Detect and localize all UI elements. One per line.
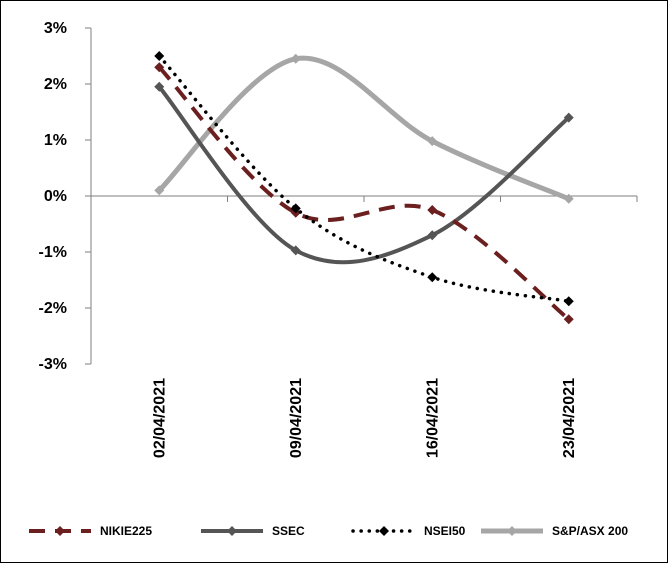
data-point-marker — [563, 112, 574, 123]
legend-item: NIKIE225 — [29, 524, 152, 538]
series-layer — [154, 51, 574, 325]
data-point-marker — [563, 193, 574, 204]
axes: 3% 2% 1% 0% -1% -2% -3% 02/04/2021 09/04/2021 16/… — [39, 20, 638, 458]
data-point-marker — [427, 272, 438, 283]
x-tick-label: 16/04/2021 — [424, 378, 441, 458]
data-point-marker — [290, 245, 301, 256]
data-point-marker — [290, 53, 301, 64]
legend-label: NIKIE225 — [100, 524, 152, 538]
y-tick-label: -1% — [39, 244, 67, 261]
y-tick-label: 2% — [44, 76, 67, 93]
legend-marker — [227, 526, 237, 536]
series-2 — [154, 51, 574, 307]
legend-label: S&P/ASX 200 — [552, 524, 628, 538]
x-tick-label: 09/04/2021 — [288, 378, 305, 458]
data-point-marker — [154, 81, 165, 92]
data-point-marker — [427, 230, 438, 241]
legend-marker — [507, 526, 517, 536]
data-point-marker — [154, 185, 165, 196]
y-tick-label: 1% — [44, 132, 67, 149]
legend-label: NSEI50 — [424, 524, 466, 538]
data-point-marker — [563, 314, 574, 325]
legend-marker — [379, 526, 389, 536]
data-point-marker — [563, 296, 574, 307]
y-tick-label: 3% — [44, 20, 67, 37]
data-point-marker — [154, 51, 165, 61]
series-line — [157, 65, 571, 321]
series-line — [157, 54, 571, 304]
legend-item: NSEI50 — [351, 524, 466, 538]
data-point-marker — [290, 203, 301, 214]
x-tick-label: 23/04/2021 — [561, 378, 578, 458]
y-tick-label: 0% — [44, 188, 67, 205]
series-0 — [154, 62, 574, 325]
series-line — [157, 85, 571, 265]
legend-marker — [55, 526, 65, 536]
x-tick-label: 02/04/2021 — [151, 378, 168, 458]
series-line — [157, 55, 570, 202]
legend-label: SSEC — [272, 524, 305, 538]
series-1 — [154, 81, 574, 265]
legend: NIKIE225 SSEC NSEI50 S&P/ASX 200 — [29, 524, 628, 538]
y-tick-label: -2% — [39, 300, 67, 317]
legend-item: SSEC — [201, 524, 305, 538]
series-3 — [154, 53, 574, 204]
data-point-marker — [427, 136, 438, 147]
y-tick-label: -3% — [39, 356, 67, 373]
legend-item: S&P/ASX 200 — [481, 524, 628, 538]
data-point-marker — [427, 205, 438, 215]
